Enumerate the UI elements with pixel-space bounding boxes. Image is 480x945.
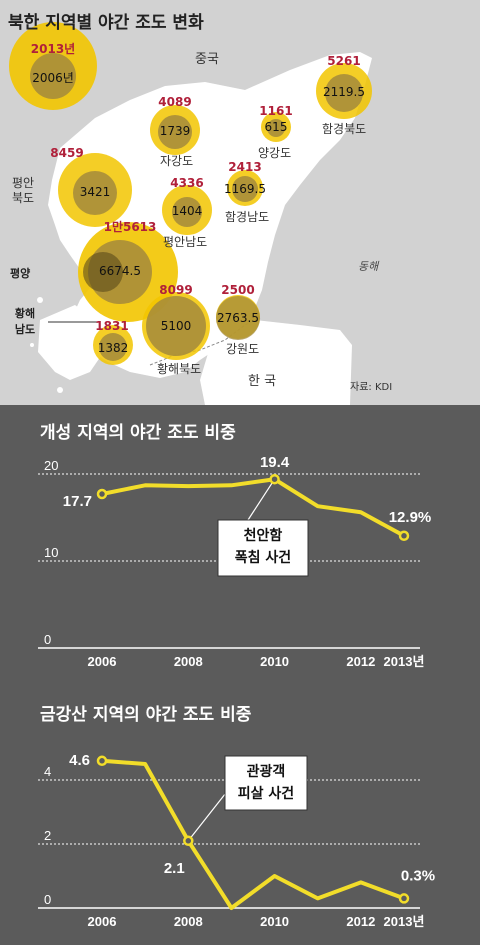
chart1-x-tick: 2008: [174, 654, 203, 669]
hwangnam-name: 황해 남도: [14, 307, 36, 336]
jagang-name: 자강도: [160, 154, 194, 168]
chart1-annotation-box: [217, 519, 309, 577]
chart2-point: [96, 755, 108, 767]
chart1-annotation-text: 천안함: [244, 527, 283, 544]
bubble-yanggang: [261, 112, 291, 142]
jagang-2013: 4089: [158, 95, 192, 109]
gangwon-name: 강원도: [226, 342, 260, 356]
hambuk-2013: 5261: [327, 54, 361, 68]
pyeongbuk-2013: 8459: [50, 146, 84, 160]
chart2-x-tick: 2010: [260, 914, 289, 929]
chart2-title: 금강산 지역의 야간 조도 비중: [40, 705, 252, 725]
pyongyang-name: 평양: [10, 267, 31, 280]
chart1-data-label: 17.7: [63, 493, 92, 510]
pyeongbuk-2006: 3421: [79, 185, 111, 199]
chart1-point: [269, 473, 280, 485]
chart2-y-tick: 2: [44, 828, 51, 843]
hwangbuk-2013: 8099: [159, 283, 193, 297]
legend-year-bottom: 2006년: [32, 71, 74, 85]
chart1-series-line: [101, 477, 405, 538]
pyongyang-2006: 6674.5: [99, 264, 141, 278]
pyeongbuk-name: 평안 북도: [11, 176, 35, 205]
chart1-y-tick: 20: [44, 458, 58, 473]
chart1-y-tick: 10: [44, 545, 58, 560]
hwangnam-2006: 1382: [97, 341, 129, 355]
sea-label: 동해: [358, 260, 379, 273]
chart1-x-tick: 2013년: [384, 654, 425, 669]
chart2-point: [183, 835, 194, 847]
bubble-pyeongbuk: [58, 153, 132, 227]
gangwon-2006: 2763.5: [217, 311, 259, 325]
korea-label: 한 국: [248, 374, 277, 389]
yanggang-name: 양강도: [258, 146, 292, 160]
chart2-annotation-text: 피살 사건: [238, 785, 294, 802]
chart1-title: 개성 지역의 야간 조도 비중: [40, 423, 236, 443]
chart1-annotation-text: 폭침 사건: [235, 549, 291, 566]
hwangbuk-name: 황해북도: [157, 362, 202, 376]
china-label: 중국: [195, 52, 219, 67]
chart1-point: [96, 488, 108, 500]
chart2-annotation-text: 관광객: [247, 763, 286, 780]
chart2-x-tick: 2012: [346, 914, 375, 929]
chart1-data-label: 12.9%: [389, 509, 432, 526]
yanggang-2013: 1161: [259, 104, 293, 118]
bubble-hwangnam: [93, 325, 133, 365]
chart2-data-label: 2.1: [164, 860, 185, 877]
pyeongnam-name: 평안남도: [163, 235, 208, 249]
bubble-hamnam: [227, 170, 263, 206]
pyeongnam-2013: 4336: [170, 176, 204, 190]
map-svg: [9, 22, 372, 405]
bubble-jagang: [150, 105, 200, 155]
hambuk-2006: 2119.5: [323, 85, 365, 99]
hamnam-2006: 1169.5: [224, 182, 266, 196]
map-panel: 북한 지역별 야간 조도 변화 중국 한 국 동해 자료: KDI 2013년 …: [0, 0, 480, 405]
chart1-annotation-leader: [247, 478, 276, 521]
chart2-annotation-box: [224, 755, 308, 811]
chart2-x-tick: 2008: [174, 914, 203, 929]
chart1-point: [398, 530, 410, 542]
bubble-gangwon: [216, 295, 260, 340]
pyeongnam-2006: 1404: [171, 204, 203, 218]
chart2-data-label: 0.3%: [401, 867, 435, 884]
chart1-x-tick: 2010: [260, 654, 289, 669]
chart2-x-tick: 2013년: [384, 914, 425, 929]
chart1-y-tick: 0: [44, 632, 51, 647]
chart2-series-line: [101, 758, 405, 910]
chart2-y-tick: 4: [44, 764, 51, 779]
chart2-x-tick: 2006: [88, 914, 117, 929]
jagang-2006: 1739: [159, 124, 191, 138]
chart2-point: [398, 893, 410, 904]
chart1-x-tick: 2012: [346, 654, 375, 669]
hwangnam-2013: 1831: [95, 319, 129, 333]
landmass-south: [200, 320, 352, 405]
chart2-data-label: 4.6: [69, 752, 90, 769]
chart1-x-tick: 2006: [88, 654, 117, 669]
pyongyang-2013: 1만5613: [103, 220, 157, 234]
hwangbuk-2006: 5100: [160, 319, 192, 333]
chart2-y-tick: 0: [44, 892, 51, 907]
bubble-pyeongnam: [162, 185, 212, 235]
source-label: 자료: KDI: [350, 382, 393, 393]
bubble-hwangbuk: [142, 292, 210, 360]
yanggang-2006: 615: [264, 120, 288, 134]
map-title: 북한 지역별 야간 조도 변화: [8, 13, 204, 33]
bubble-pyongyang: [78, 222, 178, 322]
hamnam-name: 함경남도: [225, 210, 270, 224]
hamnam-2013: 2413: [228, 160, 262, 174]
chart1-data-label: 19.4: [260, 454, 290, 471]
legend-year-top: 2013년: [30, 42, 76, 56]
landmass-hwanghae: [38, 305, 105, 380]
hambuk-name: 함경북도: [322, 122, 367, 136]
bubble-hambuk: [316, 63, 372, 119]
gangwon-2013: 2500: [221, 283, 255, 297]
